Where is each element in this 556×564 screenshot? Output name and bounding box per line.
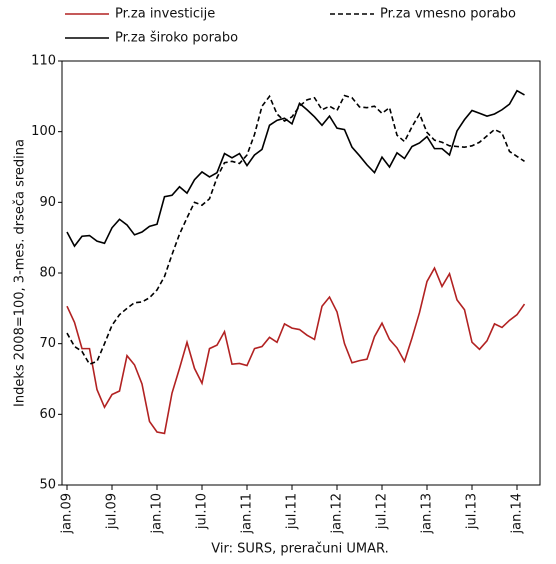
y-tick-label: 100 [31, 124, 56, 139]
x-tick-label: jul.10 [195, 493, 210, 530]
x-tick-label: jul.12 [375, 493, 390, 530]
y-tick-label: 50 [39, 478, 56, 493]
x-tick-label: jan.09 [60, 493, 75, 535]
source-note: Vir: SURS, preračuni UMAR. [211, 542, 388, 557]
y-tick-label: 90 [39, 195, 56, 210]
x-tick-label: jan.14 [510, 493, 525, 535]
y-tick-label: 110 [31, 54, 56, 69]
x-tick-label: jan.11 [240, 493, 255, 535]
x-tick-label: jul.11 [285, 493, 300, 530]
series-line [66, 266, 526, 435]
x-tick-label: jan.10 [150, 493, 165, 535]
x-tick-label: jan.13 [420, 493, 435, 535]
x-tick-label: jul.09 [105, 493, 120, 530]
legend-label: Pr.za vmesno porabo [380, 7, 516, 22]
series-line [66, 89, 525, 248]
legend-label: Pr.za široko porabo [115, 31, 238, 46]
legend-label: Pr.za investicije [115, 7, 215, 22]
y-tick-label: 60 [39, 407, 56, 422]
x-tick-label: jan.12 [330, 493, 345, 535]
y-tick-label: 70 [39, 336, 56, 351]
x-tick-label: jul.13 [465, 493, 480, 530]
y-axis-title: Indeks 2008=100, 3-mes. drseča sredina [13, 139, 28, 407]
plot-frame [61, 60, 541, 486]
y-tick-label: 80 [39, 266, 56, 281]
